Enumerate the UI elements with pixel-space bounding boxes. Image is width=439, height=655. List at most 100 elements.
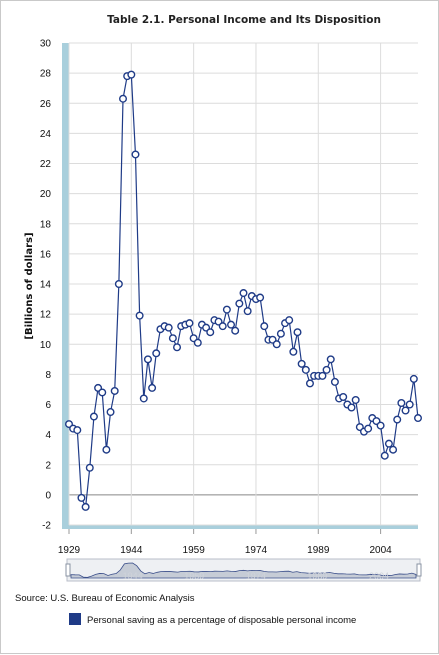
data-point [89, 412, 98, 421]
data-point [81, 502, 90, 511]
data-point [330, 377, 339, 386]
y-tick-label: 16 [40, 249, 52, 260]
chart-title: Table 2.1. Personal Income and Its Dispo… [107, 14, 381, 26]
data-point [380, 451, 389, 460]
data-point [339, 392, 348, 401]
data-point [243, 307, 252, 316]
data-point [135, 311, 144, 320]
data-points [64, 70, 423, 511]
data-point [256, 293, 265, 302]
range-navigator[interactable]: 1944 1959 1974 1989 2004 [65, 558, 422, 582]
data-point [222, 305, 231, 314]
data-point [301, 365, 310, 374]
data-point [405, 400, 414, 409]
data-point [235, 299, 244, 308]
data-point [168, 334, 177, 343]
plot-bottom-band [62, 525, 418, 529]
data-point [143, 355, 152, 364]
y-tick-label: -2 [42, 521, 51, 532]
navigator-tick-label: 1944 [123, 571, 143, 581]
data-point [98, 388, 107, 397]
navigator-tick-label: 1974 [246, 571, 266, 581]
navigator-tick-label: 2004 [369, 571, 389, 581]
data-point [293, 328, 302, 337]
data-point [131, 150, 140, 159]
y-tick-label: 26 [40, 99, 52, 110]
data-point [351, 395, 360, 404]
data-point [260, 322, 269, 331]
data-point [305, 379, 314, 388]
navigator-left-handle[interactable] [65, 563, 71, 577]
data-point [376, 421, 385, 430]
data-point [148, 383, 157, 392]
x-tick-label: 1974 [245, 545, 268, 556]
data-point [218, 322, 227, 331]
data-point [414, 414, 423, 423]
x-tick-label: 1929 [58, 545, 81, 556]
x-tick-label: 1959 [183, 545, 206, 556]
data-point [272, 340, 281, 349]
data-point [227, 320, 236, 329]
navigator-tick-label: 1989 [307, 571, 327, 581]
data-point [193, 338, 202, 347]
y-tick-label: 2 [45, 460, 51, 471]
data-point [318, 371, 327, 380]
y-tick-label: 24 [40, 129, 52, 140]
y-tick-label: 0 [45, 490, 51, 501]
data-point [393, 415, 402, 424]
data-point [173, 343, 182, 352]
data-point [85, 463, 94, 472]
y-tick-label: 8 [45, 370, 51, 381]
x-tick-label: 1944 [120, 545, 143, 556]
data-point [397, 398, 406, 407]
y-tick-label: 20 [40, 189, 52, 200]
data-point [239, 289, 248, 298]
data-point [322, 365, 331, 374]
plot-area [62, 43, 418, 529]
x-tick-label: 2004 [369, 545, 392, 556]
y-tick-label: 12 [40, 310, 52, 321]
data-point [185, 319, 194, 328]
data-point [119, 94, 128, 103]
legend-swatch [69, 613, 81, 625]
data-point [409, 374, 418, 383]
y-tick-label: 6 [45, 400, 51, 411]
data-point [77, 493, 86, 502]
data-point [231, 326, 240, 335]
data-point [102, 445, 111, 454]
source-note: Source: U.S. Bureau of Economic Analysis [15, 593, 195, 604]
data-point [285, 316, 294, 325]
data-point [276, 329, 285, 338]
navigator-series [70, 562, 417, 579]
x-axis-ticks: 1929 1944 1959 1974 1989 2004 [58, 529, 392, 556]
data-point [347, 403, 356, 412]
data-point [206, 328, 215, 337]
data-point [139, 394, 148, 403]
data-point [152, 349, 161, 358]
navigator-tick-label: 1959 [184, 571, 204, 581]
y-tick-label: 28 [40, 69, 52, 80]
y-tick-label: 22 [40, 159, 52, 170]
data-point [384, 439, 393, 448]
data-point [114, 280, 123, 289]
data-point [297, 359, 306, 368]
y-tick-label: 4 [45, 430, 51, 441]
y-tick-label: 14 [40, 280, 52, 291]
y-axis-label: [Billions of dollars] [24, 232, 35, 339]
data-point [106, 408, 115, 417]
gridlines [68, 42, 418, 526]
data-point [364, 424, 373, 433]
y-tick-label: 10 [40, 340, 52, 351]
data-point [289, 347, 298, 356]
data-point [164, 323, 173, 332]
data-point [110, 386, 119, 395]
y-tick-label: 30 [40, 39, 52, 50]
data-point [401, 406, 410, 415]
x-tick-label: 1989 [307, 545, 330, 556]
data-point [127, 70, 136, 79]
navigator-right-handle[interactable] [416, 563, 422, 577]
plot-left-band [62, 43, 69, 525]
